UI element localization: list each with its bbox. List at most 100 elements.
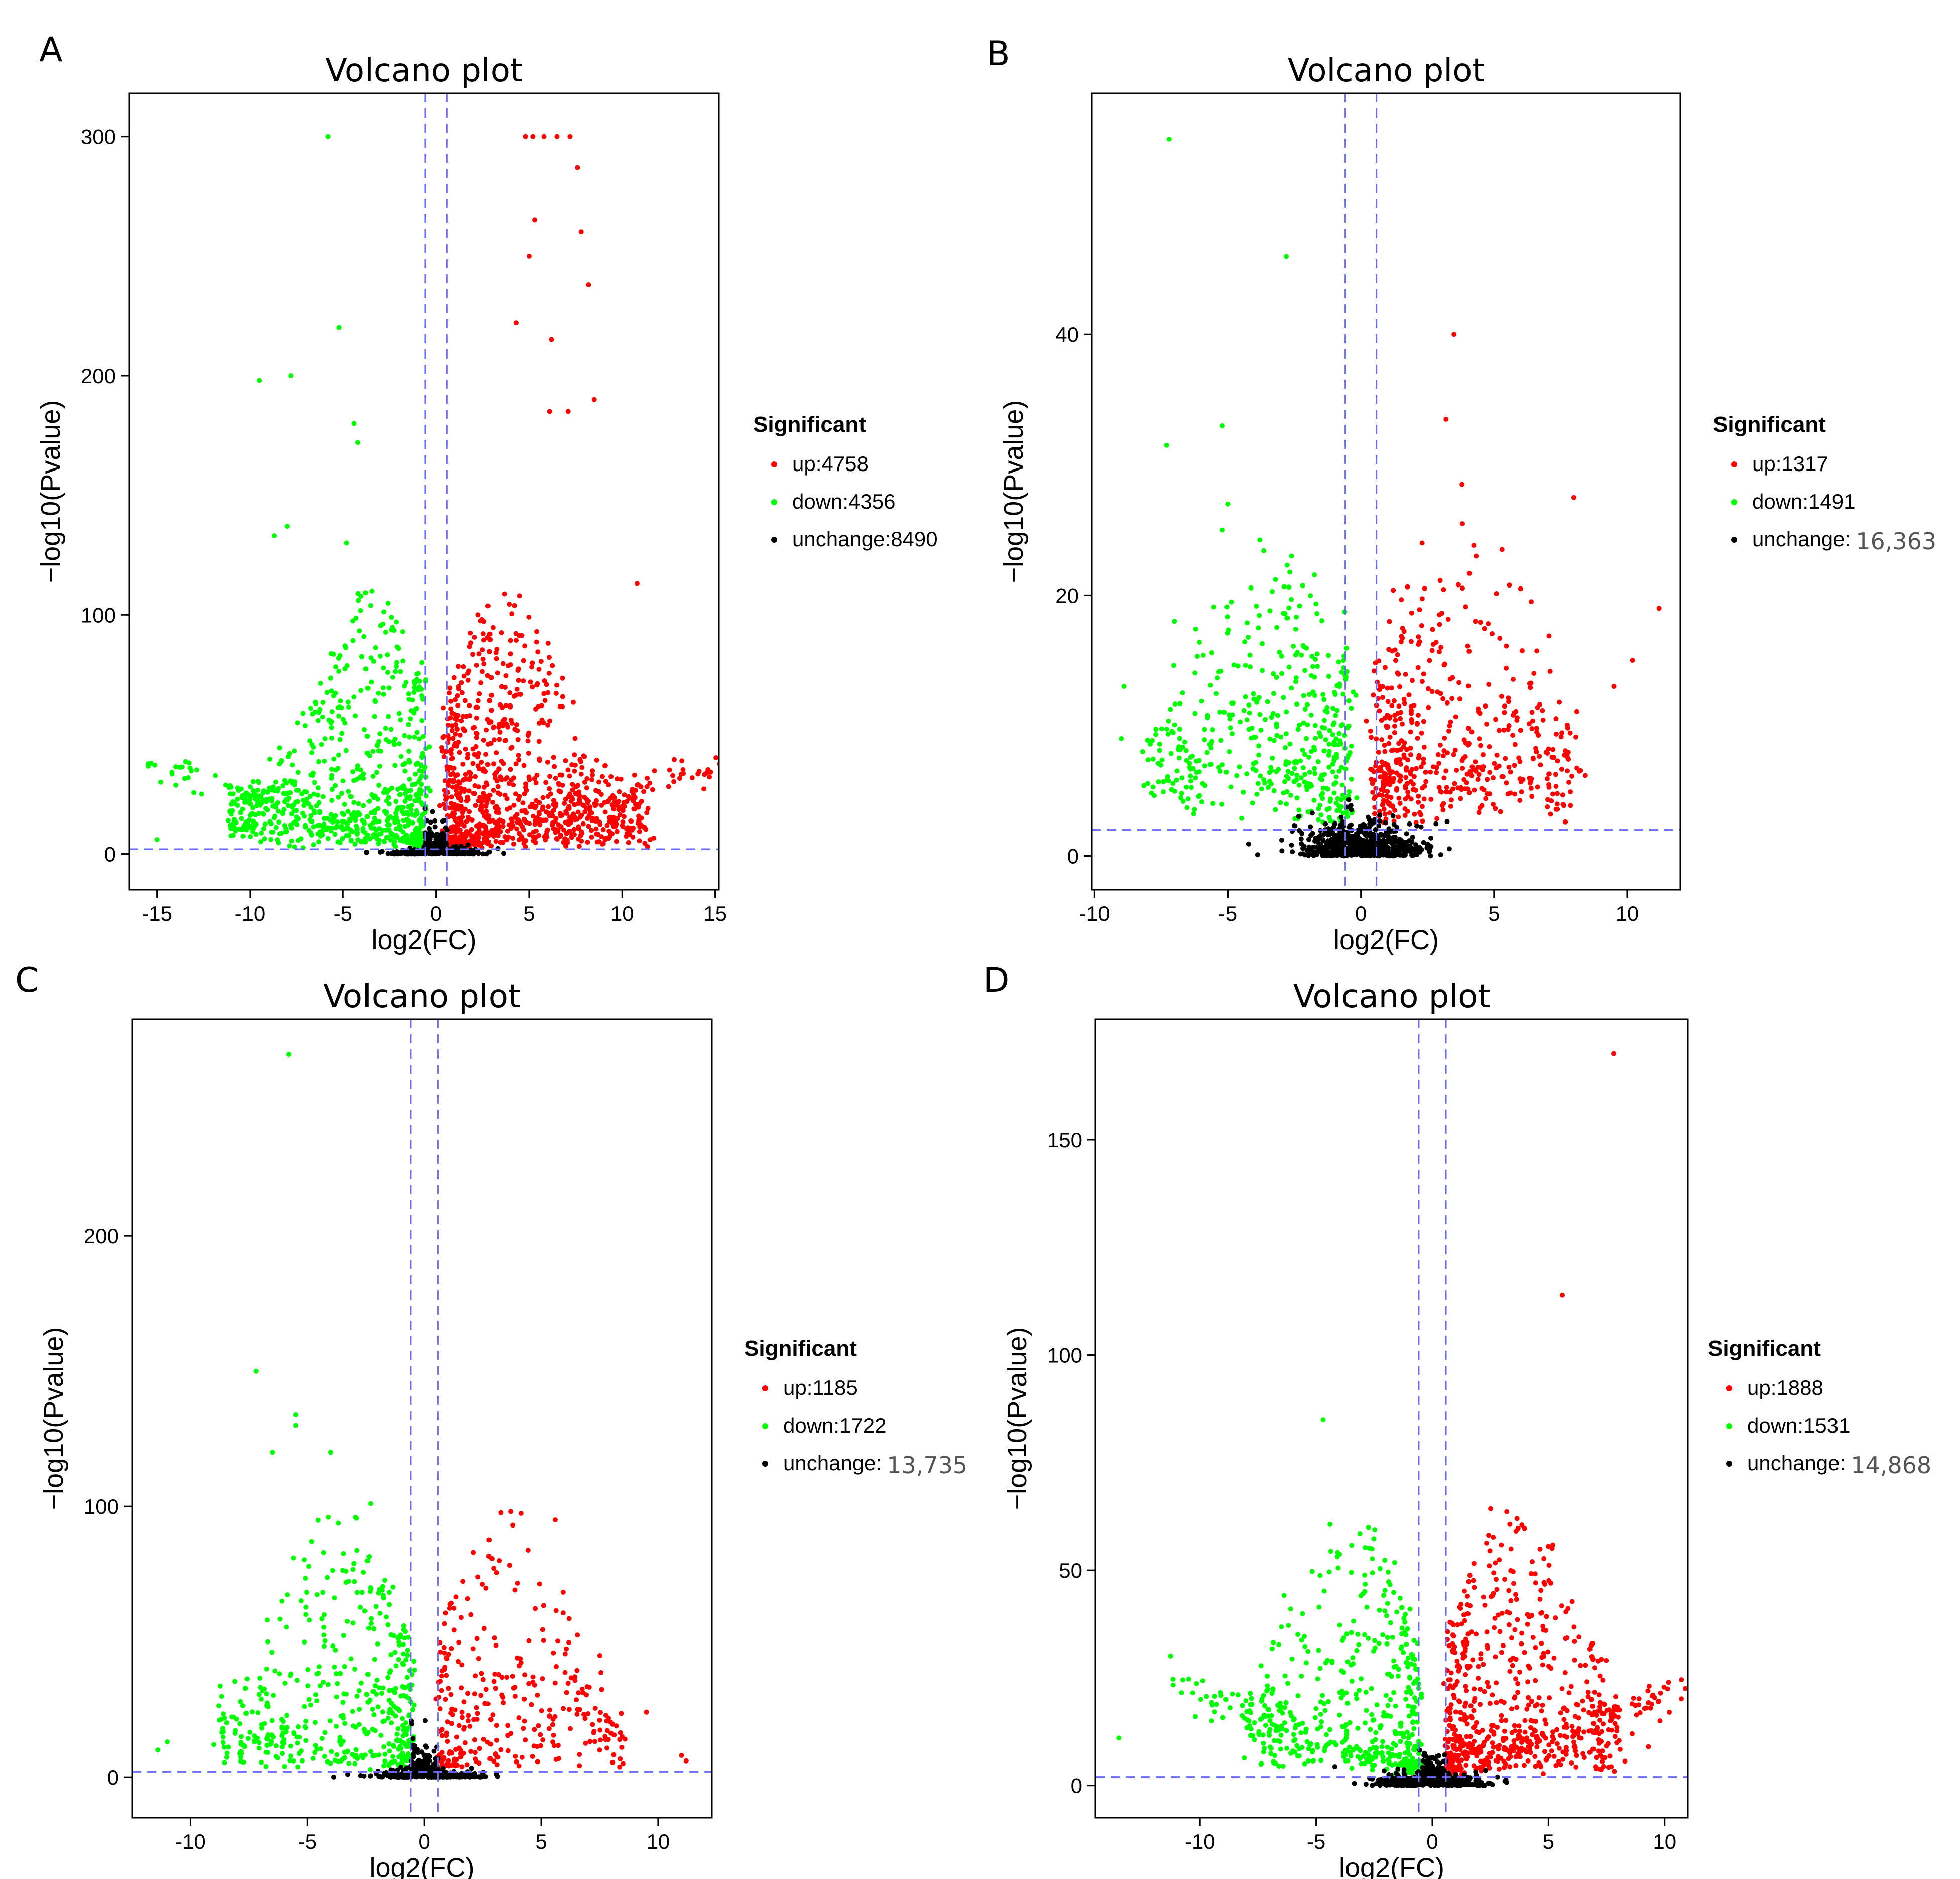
up-point xyxy=(1517,759,1523,764)
up-point xyxy=(537,758,542,763)
up-point xyxy=(1528,780,1533,786)
down-point xyxy=(1330,706,1336,711)
down-point xyxy=(1188,778,1193,784)
down-point xyxy=(350,1620,356,1626)
up-point xyxy=(547,655,552,660)
up-point xyxy=(1656,606,1662,611)
unchange-point xyxy=(1408,844,1413,849)
up-point xyxy=(1385,724,1391,730)
up-point xyxy=(1390,779,1396,784)
up-point xyxy=(644,784,650,789)
up-point xyxy=(446,1652,451,1657)
up-point xyxy=(1451,752,1456,757)
down-point xyxy=(1202,783,1208,788)
unchange-point xyxy=(440,845,446,850)
up-point xyxy=(596,779,601,785)
down-point xyxy=(287,843,292,849)
down-point xyxy=(403,680,409,685)
down-point xyxy=(1184,784,1189,790)
down-point xyxy=(1336,731,1342,736)
down-point xyxy=(227,808,233,814)
down-point xyxy=(187,765,193,771)
up-point xyxy=(587,1739,593,1744)
unchange-point xyxy=(430,809,435,814)
down-point xyxy=(392,763,398,768)
x-tick-label: -15 xyxy=(142,902,172,925)
up-point xyxy=(1421,671,1426,677)
unchange-point xyxy=(1351,840,1357,845)
down-point xyxy=(328,651,334,656)
down-point xyxy=(342,1664,347,1669)
up-point xyxy=(589,828,594,833)
up-point xyxy=(1547,669,1553,674)
up-point xyxy=(530,801,535,807)
up-point xyxy=(545,690,551,695)
down-point xyxy=(1177,736,1182,741)
down-point xyxy=(259,1725,265,1731)
down-point xyxy=(281,791,286,796)
down-point xyxy=(403,1694,409,1699)
down-point xyxy=(224,1754,229,1760)
down-point xyxy=(355,763,360,769)
down-point xyxy=(1294,760,1299,765)
up-point xyxy=(1377,792,1382,797)
up-point xyxy=(478,1693,484,1698)
down-point xyxy=(1215,675,1220,681)
up-point xyxy=(492,1671,498,1677)
down-point xyxy=(228,826,234,831)
up-point xyxy=(517,593,522,599)
up-point xyxy=(459,718,464,724)
up-point xyxy=(604,1728,610,1733)
down-point xyxy=(1326,674,1331,679)
down-point xyxy=(253,832,259,837)
down-point xyxy=(287,1758,293,1764)
down-point xyxy=(404,1675,410,1680)
down-point xyxy=(1330,722,1336,728)
down-point xyxy=(264,1691,269,1697)
down-point xyxy=(325,134,331,139)
down-point xyxy=(1320,791,1325,796)
down-point xyxy=(332,832,338,837)
up-point xyxy=(1546,771,1552,777)
down-point xyxy=(261,826,267,831)
up-point xyxy=(443,1697,448,1702)
up-point xyxy=(552,819,558,825)
down-point xyxy=(1312,723,1318,728)
down-point xyxy=(1353,692,1359,698)
down-point xyxy=(1256,752,1262,758)
up-point xyxy=(567,773,572,779)
up-point xyxy=(606,782,611,788)
unchange-point xyxy=(1334,853,1340,858)
y-axis-label: −log10(Pvalue) xyxy=(36,400,66,583)
up-point xyxy=(560,1589,566,1595)
up-point xyxy=(550,1722,555,1727)
down-point xyxy=(1271,788,1277,793)
up-point xyxy=(1397,757,1403,762)
down-point xyxy=(388,727,394,732)
up-point xyxy=(448,706,454,712)
up-point xyxy=(506,663,511,668)
up-point xyxy=(627,796,632,801)
down-point xyxy=(396,741,402,746)
up-point xyxy=(1506,699,1511,704)
up-point xyxy=(1369,767,1375,772)
down-point xyxy=(319,742,324,747)
down-point xyxy=(1300,583,1305,589)
up-point xyxy=(1553,772,1558,777)
unchange-point xyxy=(1279,848,1285,854)
down-point xyxy=(280,1751,285,1756)
up-point xyxy=(648,837,653,843)
down-point xyxy=(1289,553,1294,559)
up-point xyxy=(580,821,586,827)
up-point xyxy=(525,738,531,744)
up-point xyxy=(502,716,507,722)
up-point xyxy=(530,660,535,666)
up-point xyxy=(488,741,494,746)
down-point xyxy=(1251,761,1256,766)
down-point xyxy=(317,1664,322,1670)
unchange-point xyxy=(1345,835,1351,841)
down-point xyxy=(1289,597,1294,602)
down-point xyxy=(375,1641,380,1647)
up-point xyxy=(526,751,531,756)
down-point xyxy=(257,1676,263,1681)
